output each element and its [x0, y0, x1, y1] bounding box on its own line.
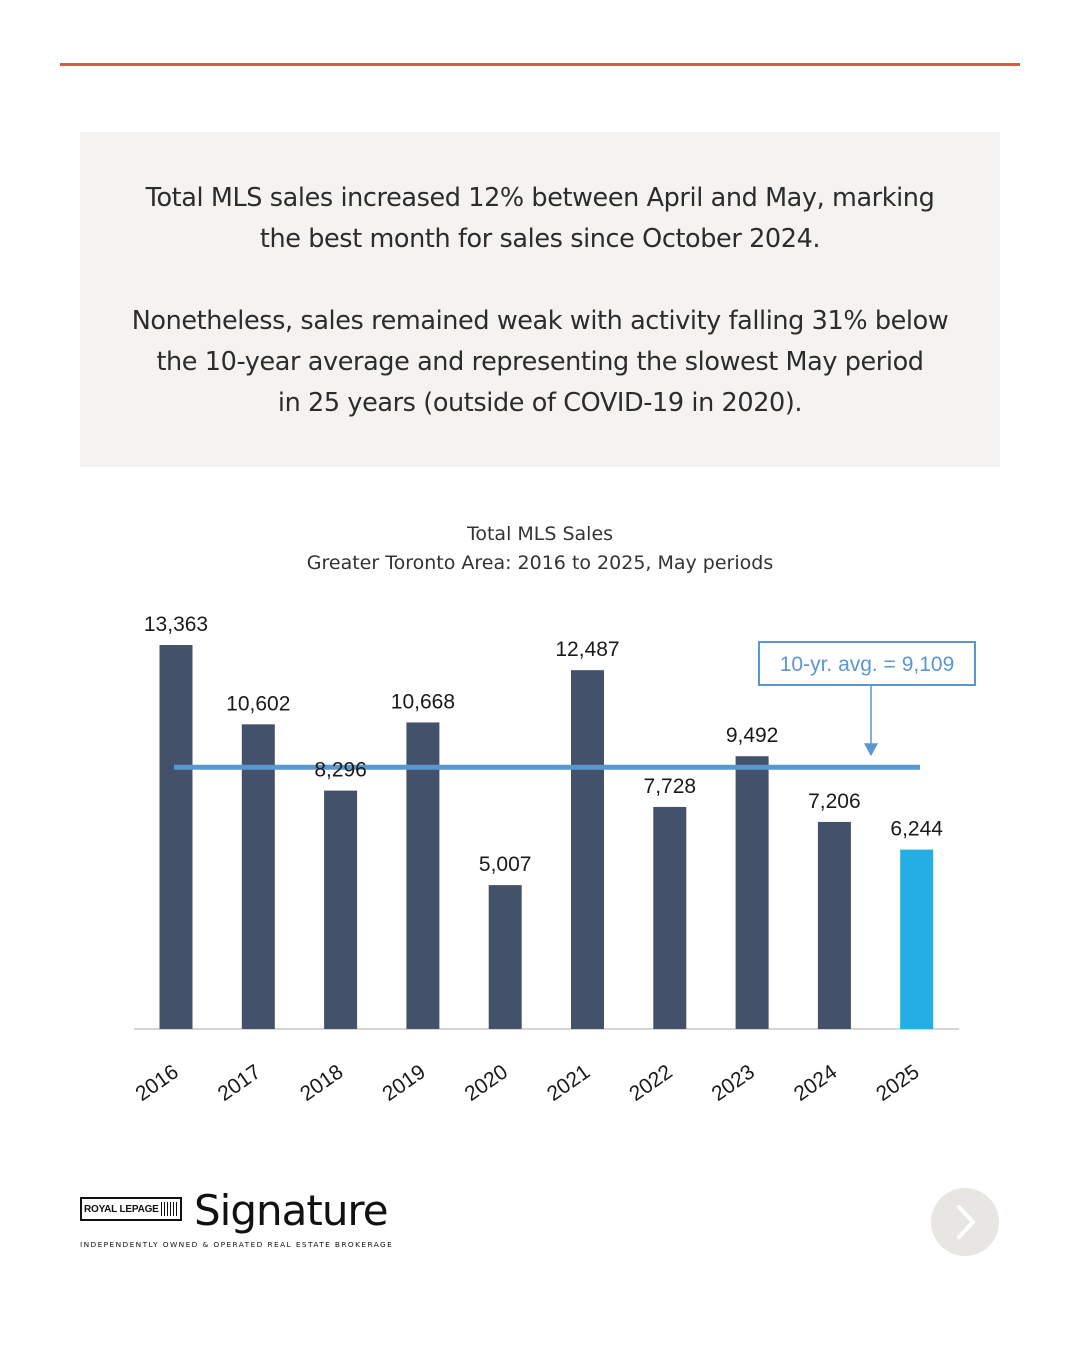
bar-2021 [571, 670, 604, 1029]
royal-lepage-badge: ROYAL LEPAGE [80, 1197, 182, 1221]
bar-2017 [241, 724, 275, 1029]
summary-box: Total MLS sales increased 12% between Ap… [80, 132, 1000, 467]
data-label: 10,602 [226, 692, 290, 715]
summary-line: in 25 years (outside of COVID-19 in 2020… [277, 388, 803, 418]
summary-paragraph-2: Nonetheless, sales remained weak with ac… [80, 301, 1000, 424]
x-tick-label: 2023 [708, 1060, 759, 1106]
bar-2018 [324, 790, 358, 1029]
top-accent-rule [60, 63, 1020, 66]
sales-bar-chart: 13,363 10,602 8,296 10,668 5,007 12,487 7,728 9… [131, 613, 976, 1106]
x-tick-label: 2024 [790, 1060, 842, 1106]
data-label: 8,296 [314, 759, 367, 782]
summary-line: Total MLS sales increased 12% between Ap… [145, 183, 935, 213]
chart-subtitle: Greater Toronto Area: 2016 to 2025, May … [306, 552, 774, 574]
next-slide-button[interactable] [931, 1188, 999, 1256]
data-label: 7,728 [644, 775, 697, 798]
data-label: 10,668 [391, 690, 455, 713]
data-label: 6,244 [890, 818, 943, 841]
x-tick-label: 2019 [378, 1060, 429, 1106]
x-tick-label: 2021 [543, 1060, 594, 1106]
summary-line: the best month for sales since October 2… [259, 224, 821, 254]
bar-2020 [488, 885, 522, 1029]
bar-2016 [159, 645, 193, 1029]
data-label: 9,492 [726, 724, 779, 747]
x-tick-label: 2018 [296, 1060, 347, 1106]
brand-name: Signature [194, 1186, 389, 1235]
summary-paragraph-1: Total MLS sales increased 12% between Ap… [80, 178, 1000, 260]
average-callout-box [758, 641, 976, 686]
x-tick-label: 2022 [625, 1060, 676, 1106]
brand-logo: ROYAL LEPAGE Signature INDEPENDENTLY OWN… [80, 1186, 420, 1253]
x-tick-label: 2020 [461, 1060, 512, 1106]
average-callout-label: 10-yr. avg. = 9,109 [780, 653, 955, 676]
bar-2022 [653, 806, 687, 1029]
data-label: 12,487 [555, 638, 619, 661]
chart-title: Total MLS Sales [466, 523, 614, 545]
barcode-stripes [160, 1202, 178, 1216]
chevron-right-icon [957, 1205, 975, 1239]
x-tick-label: 2016 [131, 1060, 182, 1106]
bar-2024 [817, 821, 851, 1029]
data-label: 13,363 [144, 613, 208, 636]
average-callout-arrowhead [864, 743, 878, 757]
data-label: 7,206 [808, 790, 861, 813]
x-tick-label: 2025 [872, 1060, 923, 1106]
bar-2019 [406, 722, 440, 1029]
summary-line: the 10-year average and representing the… [156, 347, 924, 377]
bar-2023 [735, 756, 769, 1029]
data-label: 5,007 [479, 853, 532, 876]
bar-2025 [900, 849, 934, 1029]
x-tick-label: 2017 [214, 1060, 265, 1106]
royal-lepage-text: ROYAL LEPAGE [84, 1203, 159, 1215]
brand-tagline: INDEPENDENTLY OWNED & OPERATED REAL ESTA… [80, 1240, 394, 1249]
summary-line: Nonetheless, sales remained weak with ac… [131, 306, 949, 336]
